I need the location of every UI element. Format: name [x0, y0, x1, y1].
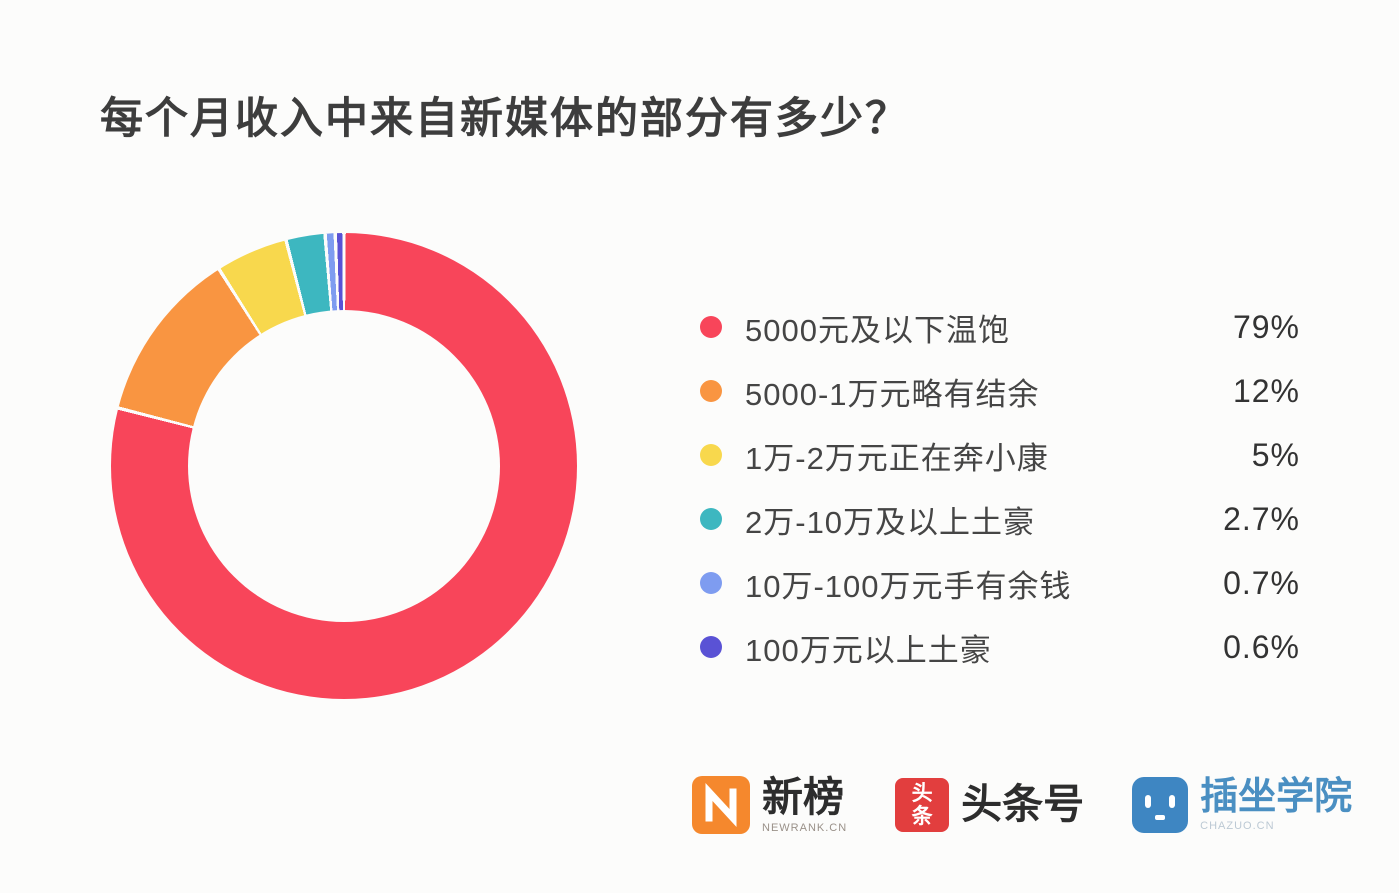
newrank-icon: [692, 776, 750, 834]
chazuo-logo: 插坐学院 CHAZUO.CN: [1132, 777, 1352, 833]
toutiao-logo: 头 条 头条号: [895, 778, 1084, 832]
footer-logos: 新榜 NEWRANK.CN 头 条 头条号 插坐学院 CHAZUO.CN: [692, 776, 1352, 834]
legend-item: 2万-10万及以上土豪 2.7%: [700, 487, 1300, 551]
legend-item: 100万元以上土豪 0.6%: [700, 615, 1300, 679]
legend-dot-icon: [700, 316, 722, 338]
legend-value: 5%: [1251, 436, 1300, 473]
chazuo-icon-eye: [1145, 795, 1152, 808]
legend-value: 2.7%: [1223, 500, 1300, 537]
donut-hole: [188, 310, 500, 622]
legend-label: 100万元以上土豪: [745, 632, 992, 668]
legend-dot-icon: [700, 508, 722, 530]
chazuo-name: 插坐学院: [1200, 776, 1353, 819]
legend-value: 0.6%: [1223, 628, 1300, 665]
legend-value: 79%: [1232, 308, 1300, 345]
toutiao-icon: 头 条: [895, 778, 950, 832]
chazuo-icon-mouth: [1155, 815, 1166, 820]
toutiao-logo-text: 头条号: [961, 783, 1084, 826]
legend-label: 5000元及以下温饱: [745, 312, 1010, 348]
newrank-logo-text: 新榜 NEWRANK.CN: [762, 774, 848, 834]
legend-item: 10万-100万元手有余钱 0.7%: [700, 551, 1300, 615]
legend-label: 10万-100万元手有余钱: [745, 568, 1072, 604]
newrank-n-glyph: [705, 783, 737, 827]
legend-label: 5000-1万元略有结余: [745, 376, 1040, 412]
legend-value: 0.7%: [1223, 564, 1300, 601]
legend-item: 1万-2万元正在奔小康 5%: [700, 423, 1300, 487]
toutiao-icon-char-top: 头: [911, 782, 933, 805]
legend-value: 12%: [1232, 372, 1300, 409]
toutiao-icon-char-bottom: 条: [911, 805, 933, 828]
legend-dot-icon: [700, 572, 722, 594]
legend-dot-icon: [700, 444, 722, 466]
chazuo-logo-text: 插坐学院 CHAZUO.CN: [1200, 776, 1353, 832]
chazuo-robot-icon: [1132, 777, 1189, 833]
legend-dot-icon: [700, 380, 722, 402]
chart-legend: 5000元及以下温饱 79% 5000-1万元略有结余 12% 1万-2万元正在…: [700, 295, 1300, 679]
newrank-subtext: NEWRANK.CN: [762, 821, 848, 834]
newrank-name: 新榜: [762, 774, 844, 821]
legend-label: 2万-10万及以上土豪: [745, 504, 1036, 540]
legend-item: 5000元及以下温饱 79%: [700, 295, 1300, 359]
chazuo-subtext: CHAZUO.CN: [1200, 819, 1275, 832]
legend-dot-icon: [700, 636, 722, 658]
chazuo-icon-eye: [1169, 795, 1176, 808]
toutiao-name: 头条号: [961, 781, 1085, 828]
donut-chart: [111, 233, 577, 699]
newrank-logo: 新榜 NEWRANK.CN: [692, 776, 847, 834]
legend-label: 1万-2万元正在奔小康: [745, 440, 1049, 476]
legend-item: 5000-1万元略有结余 12%: [700, 359, 1300, 423]
chart-title: 每个月收入中来自新媒体的部分有多少？: [100, 95, 910, 143]
